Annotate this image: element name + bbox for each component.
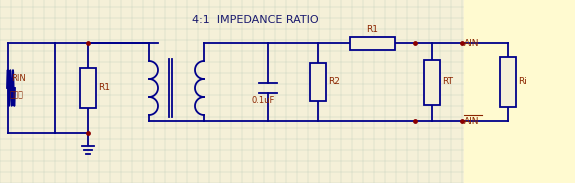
Text: 0.1uF: 0.1uF	[251, 96, 275, 105]
Text: AIN: AIN	[464, 117, 480, 126]
Bar	[464, 0, 575, 183]
Text: Ri: Ri	[518, 77, 527, 87]
Bar	[500, 57, 516, 107]
Text: AIN: AIN	[464, 38, 480, 48]
Text: R1: R1	[366, 25, 378, 35]
Text: 4:1  IMPEDANCE RATIO: 4:1 IMPEDANCE RATIO	[191, 15, 319, 25]
Text: 信号源: 信号源	[10, 90, 24, 99]
Text: RIN: RIN	[11, 74, 26, 83]
Bar	[80, 68, 96, 108]
Text: R1: R1	[98, 83, 110, 92]
Bar	[350, 36, 395, 49]
Text: R2: R2	[328, 77, 340, 87]
Bar	[424, 59, 440, 104]
Text: RT: RT	[442, 77, 453, 87]
Bar	[310, 63, 326, 101]
